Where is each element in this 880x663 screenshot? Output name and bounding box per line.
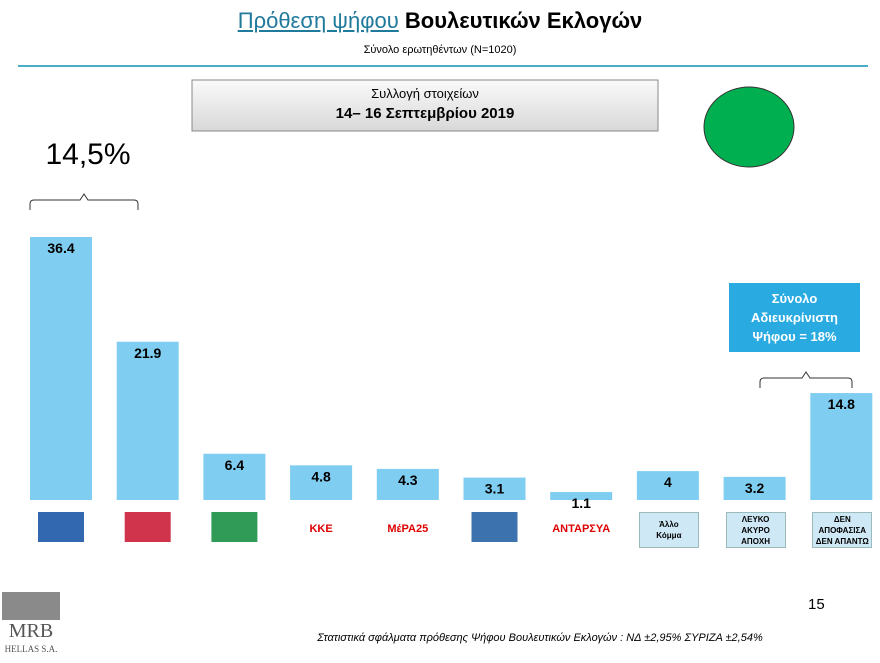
logo-mark bbox=[2, 592, 60, 620]
bar bbox=[810, 393, 873, 500]
period-dates: 14– 16 Σεπτεμβρίου 2019 bbox=[335, 105, 515, 122]
brace bbox=[29, 193, 139, 210]
value-label: 14.8 bbox=[828, 396, 855, 412]
value-label: 4.3 bbox=[398, 472, 418, 488]
category-label: Άλλο Κόμμα bbox=[638, 512, 699, 548]
bar bbox=[636, 471, 699, 500]
bar bbox=[30, 237, 92, 500]
annotation: 14,5% bbox=[45, 138, 131, 171]
category-label: ΛΕΥΚΟ ΑΚΥΡΟ ΑΠΟΧΗ bbox=[725, 512, 786, 548]
bar bbox=[550, 492, 613, 500]
category-label: ΚΚΕ bbox=[309, 522, 333, 535]
party-logo bbox=[38, 512, 84, 542]
value-label: 3.1 bbox=[485, 481, 505, 497]
party-logo bbox=[471, 512, 518, 542]
value-label: 3.2 bbox=[745, 480, 765, 496]
bar bbox=[463, 477, 526, 500]
value-label: 6.4 bbox=[225, 457, 245, 473]
value-label: 4.8 bbox=[311, 468, 331, 484]
page-number: 15 bbox=[808, 596, 825, 613]
subtitle: Σύνολο ερωτηθέντων (N=1020) bbox=[363, 44, 517, 56]
bar bbox=[290, 465, 353, 500]
value-label: 1.1 bbox=[571, 495, 591, 511]
party-logo bbox=[124, 512, 171, 542]
bar bbox=[203, 453, 266, 500]
title-text: Βουλευτικών Εκλογών bbox=[404, 8, 643, 33]
bar bbox=[376, 468, 439, 500]
category-label: ΑΝΤΑΡΣΥΑ bbox=[552, 522, 611, 535]
bar bbox=[116, 341, 179, 500]
brace bbox=[759, 371, 853, 388]
bar bbox=[723, 476, 786, 500]
period-box bbox=[191, 79, 659, 132]
value-label: 21.9 bbox=[134, 345, 161, 361]
title-link: Πρόθεση ψήφου bbox=[237, 8, 399, 33]
footnote: Στατιστικά σφάλματα πρόθεσης Ψήφου Βουλε… bbox=[317, 632, 763, 644]
category-label: ΔΕΝ ΑΠΟΦΑΣΙΣΑ ΔΕΝ ΑΠΑΝΤΩ bbox=[812, 512, 873, 548]
party-logo bbox=[211, 512, 258, 542]
title: Πρόθεση ψήφου Βουλευτικών Εκλογών bbox=[0, 8, 880, 34]
logo-text: MRB bbox=[8, 620, 54, 642]
category-label: ΜέΡΑ25 bbox=[387, 522, 429, 535]
period-label: Συλλογή στοιχείων bbox=[371, 86, 479, 101]
value-label: 4 bbox=[664, 474, 672, 490]
status-circle bbox=[703, 86, 795, 168]
logo-subtext: HELLAS S.A. bbox=[4, 644, 58, 654]
value-label: 36.4 bbox=[47, 240, 74, 256]
annotation: Σύνολο Αδιευκρίνιστη Ψήφου = 18% bbox=[729, 283, 860, 352]
